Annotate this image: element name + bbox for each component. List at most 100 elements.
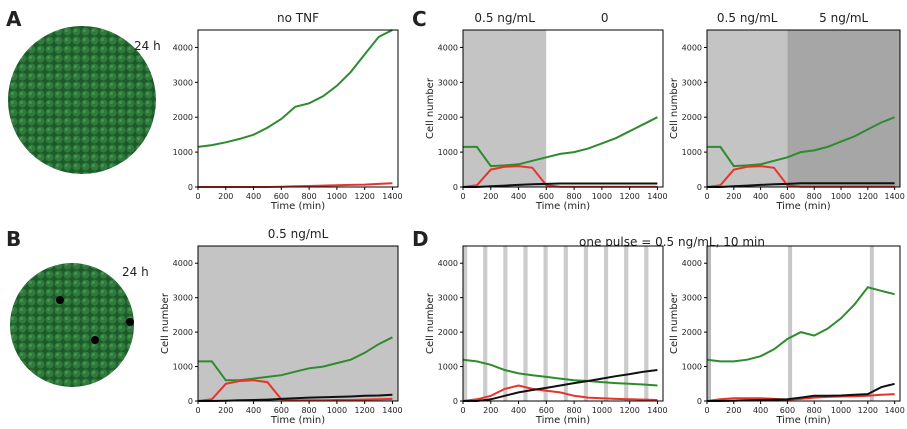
y-tick-label: 0 — [697, 183, 702, 192]
series-line — [463, 369, 658, 402]
region-label: 0.5 ng/mL — [474, 11, 535, 25]
plot-frame — [462, 245, 664, 402]
x-axis-label: Time (min) — [775, 415, 830, 425]
shaded-region — [543, 246, 548, 401]
shaded-region — [546, 30, 663, 187]
x-tick-label: 800 — [566, 406, 581, 415]
series-line — [197, 379, 393, 402]
y-tick-label: 0 — [453, 183, 458, 192]
x-tick-label: 800 — [301, 406, 316, 415]
y-tick-label: 2000 — [438, 113, 458, 122]
chart-title: 0.5 ng/mL — [268, 227, 329, 241]
x-tick-label: 0 — [460, 406, 465, 415]
plot-frame — [706, 245, 901, 402]
y-tick-label: 3000 — [173, 294, 193, 303]
x-tick-label: 400 — [511, 406, 526, 415]
panel-letter: C — [412, 7, 427, 31]
x-tick-label: 1000 — [592, 406, 612, 415]
x-tick-label: 800 — [807, 192, 822, 201]
y-tick-label: 4000 — [173, 259, 193, 268]
y-axis-label: Cell number — [669, 292, 680, 354]
series-line — [463, 182, 658, 188]
x-tick-label: 1000 — [831, 406, 851, 415]
y-tick-label: 4000 — [438, 43, 458, 52]
shaded-region — [787, 30, 900, 187]
sphere-label: 24 h — [122, 265, 149, 279]
y-tick-label: 1000 — [173, 148, 193, 157]
y-tick-label: 2000 — [173, 113, 193, 122]
shaded-region — [463, 30, 547, 187]
spheroid — [8, 26, 156, 174]
shaded-region — [707, 30, 788, 187]
x-tick-label: 600 — [539, 406, 554, 415]
series-line — [707, 182, 895, 188]
x-tick-label: 200 — [726, 406, 741, 415]
panel-letter: B — [6, 227, 21, 251]
shaded-region — [563, 246, 568, 401]
plot-frame — [706, 29, 901, 188]
series-line — [198, 182, 393, 188]
x-tick-label: 1200 — [619, 406, 639, 415]
shaded-region — [483, 246, 488, 401]
x-tick-label: 800 — [566, 192, 581, 201]
shaded-region — [707, 246, 712, 401]
x-tick-label: 600 — [274, 406, 289, 415]
x-tick-label: 600 — [539, 192, 554, 201]
shaded-region — [503, 246, 508, 401]
x-tick-label: 400 — [246, 192, 261, 201]
x-tick-label: 1200 — [354, 406, 374, 415]
y-tick-label: 2000 — [682, 113, 702, 122]
x-tick-label: 1200 — [619, 192, 639, 201]
x-tick-label: 1000 — [327, 406, 347, 415]
panel-letter: D — [412, 227, 429, 251]
plot-frame — [462, 29, 664, 188]
x-tick-label: 400 — [511, 192, 526, 201]
x-tick-label: 0 — [195, 406, 200, 415]
x-tick-label: 400 — [753, 406, 768, 415]
x-tick-label: 1400 — [382, 192, 402, 201]
x-tick-label: 1400 — [884, 192, 904, 201]
series-line — [198, 336, 393, 382]
y-tick-label: 0 — [188, 397, 193, 406]
shaded-region — [603, 246, 609, 401]
y-tick-label: 1000 — [682, 363, 702, 372]
shaded-region — [583, 246, 588, 401]
spheroid — [10, 263, 134, 387]
x-tick-label: 800 — [301, 192, 316, 201]
y-tick-label: 3000 — [682, 294, 702, 303]
x-axis-label: Time (min) — [775, 201, 830, 212]
series-line — [463, 116, 658, 168]
y-tick-label: 4000 — [173, 43, 193, 52]
y-tick-label: 1000 — [173, 363, 193, 372]
y-axis-label: Cell number — [425, 77, 436, 139]
y-tick-label: 1000 — [438, 363, 458, 372]
dead-cell — [91, 336, 99, 344]
region-label: 0 — [601, 11, 609, 25]
panel-letter: A — [6, 7, 22, 31]
region-label: 0.5 ng/mL — [717, 11, 778, 25]
y-tick-label: 3000 — [682, 78, 702, 87]
x-axis-label: Time (min) — [270, 201, 325, 212]
series-line — [707, 116, 895, 168]
shaded-region — [869, 246, 874, 401]
plot-frame — [197, 245, 399, 402]
x-tick-label: 600 — [780, 192, 795, 201]
y-tick-label: 2000 — [682, 328, 702, 337]
series-line — [462, 358, 658, 387]
x-tick-label: 1200 — [354, 192, 374, 201]
x-tick-label: 800 — [807, 406, 822, 415]
y-tick-label: 2000 — [173, 328, 193, 337]
x-tick-label: 200 — [218, 192, 233, 201]
chart-title: no TNF — [277, 11, 319, 25]
shaded-region — [463, 246, 468, 401]
x-tick-label: 0 — [704, 406, 709, 415]
dead-cell — [126, 318, 134, 326]
series-line — [197, 29, 393, 148]
y-tick-label: 3000 — [173, 78, 193, 87]
x-tick-label: 600 — [780, 406, 795, 415]
x-axis-label: Time (min) — [535, 201, 590, 212]
series-line — [706, 393, 895, 402]
series-line — [462, 384, 658, 402]
x-tick-label: 200 — [218, 406, 233, 415]
